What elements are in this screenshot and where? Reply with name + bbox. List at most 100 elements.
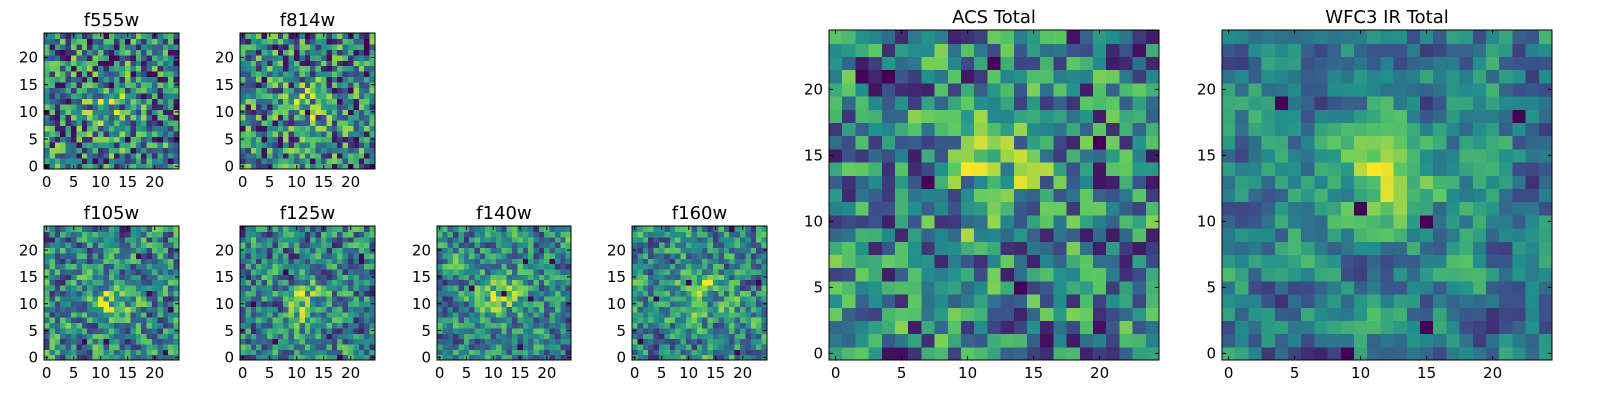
heatmap-cell: [729, 268, 736, 275]
heatmap-cell: [130, 136, 137, 143]
heatmap-cell: [842, 82, 856, 97]
heatmap-cell: [87, 236, 94, 243]
heatmap-cell: [528, 327, 535, 334]
heatmap-cell: [560, 306, 567, 313]
heatmap-cell: [829, 69, 843, 84]
heatmap-cell: [342, 81, 349, 88]
heatmap-cell: [442, 301, 449, 307]
heatmap-cell: [81, 54, 88, 61]
heatmap-cell: [447, 252, 454, 259]
heatmap-cell: [152, 247, 158, 254]
heatmap-cell: [1248, 280, 1263, 295]
heatmap-cell: [1340, 162, 1355, 176]
heatmap-cell: [272, 263, 279, 270]
heatmap-cell: [348, 98, 354, 105]
heatmap-cell: [632, 343, 638, 350]
heatmap-cell: [256, 147, 263, 154]
heatmap-cell: [829, 122, 843, 137]
heatmap-cell: [162, 301, 169, 307]
heatmap-cell: [152, 71, 158, 78]
heatmap-cell: [108, 274, 115, 281]
heatmap-cell: [353, 163, 360, 170]
heatmap-cell: [168, 231, 175, 238]
heatmap-cell: [549, 263, 556, 270]
heatmap-cell: [554, 354, 561, 361]
heatmap-cell: [490, 333, 497, 340]
heatmap-cell: [1093, 175, 1107, 189]
heatmap-cell: [934, 43, 949, 57]
heatmap-cell: [947, 254, 962, 269]
heatmap-cell: [680, 258, 687, 265]
heatmap-cell: [453, 354, 460, 361]
heatmap-cell: [261, 226, 268, 232]
heatmap-cells: [240, 226, 376, 361]
heatmap-cell: [141, 141, 148, 148]
heatmap-cell: [554, 295, 561, 302]
heatmap-cell: [1040, 162, 1054, 176]
heatmap-cell: [87, 114, 94, 121]
heatmap-cell: [868, 267, 883, 282]
heatmap-cell: [49, 306, 56, 313]
heatmap-cell: [353, 274, 360, 281]
heatmap-cell: [961, 267, 975, 282]
heatmap-cell: [157, 54, 164, 61]
heatmap-cell: [277, 333, 284, 340]
heatmap-cell: [1499, 175, 1513, 189]
heatmap-cell: [141, 81, 148, 88]
heatmap-cell: [326, 92, 333, 99]
heatmap-cell: [65, 33, 72, 40]
heatmap-cell: [1235, 320, 1249, 335]
heatmap-cell: [146, 274, 153, 281]
heatmap-cell: [696, 279, 703, 286]
heatmap-cell: [745, 284, 752, 291]
heatmap-cell: [1301, 333, 1315, 348]
heatmap-cell: [740, 343, 746, 350]
heatmap-cell: [54, 147, 61, 154]
heatmap-cell: [1066, 346, 1081, 361]
heatmap-cell: [501, 349, 508, 356]
heatmap-cell: [1093, 188, 1107, 203]
heatmap-cell: [686, 317, 692, 324]
heatmap-cell: [288, 236, 295, 243]
heatmap-cell: [92, 158, 99, 165]
heatmap-cell: [1132, 254, 1147, 269]
heatmap-cell: [642, 268, 649, 275]
heatmap-cell: [114, 103, 121, 110]
axes-frame: [828, 29, 1160, 361]
heatmap-cell: [1066, 56, 1081, 71]
panel-title: f105w: [84, 203, 139, 224]
heatmap-cell: [114, 226, 121, 232]
heatmap-cell: [1538, 267, 1553, 282]
heatmap-cell: [517, 231, 524, 238]
heatmap-cell: [1538, 307, 1553, 321]
heatmap-cell: [92, 263, 99, 270]
heatmap-cell: [987, 254, 1002, 269]
heatmap-cell: [653, 327, 660, 334]
heatmap-cell: [261, 231, 268, 238]
heatmap-cell: [135, 295, 142, 302]
heatmap-cell: [447, 322, 454, 329]
heatmap-cell: [326, 141, 333, 148]
heatmap-cell: [146, 284, 153, 291]
heatmap-cell: [294, 103, 300, 110]
heatmap-cell: [908, 162, 922, 176]
heatmap-cell: [740, 327, 746, 334]
heatmap-cell: [961, 96, 975, 110]
y-tick-label: 20: [19, 241, 38, 259]
heatmap-cell: [358, 65, 365, 72]
heatmap-cell: [442, 306, 449, 313]
heatmap-cell: [60, 274, 67, 281]
heatmap-cell: [54, 242, 61, 249]
y-tick-label: 15: [607, 268, 626, 286]
heatmap-cell: [921, 56, 936, 71]
heatmap-cell: [680, 252, 687, 259]
heatmap-cell: [119, 284, 126, 291]
heatmap-cell: [908, 56, 922, 71]
heatmap-cell: [1040, 56, 1054, 71]
heatmap-cell: [1472, 162, 1487, 176]
heatmap-cell: [240, 231, 246, 238]
heatmap-cell: [442, 343, 449, 350]
heatmap-cell: [256, 279, 263, 286]
heatmap-cell: [49, 284, 56, 291]
heatmap-cell: [321, 98, 327, 105]
